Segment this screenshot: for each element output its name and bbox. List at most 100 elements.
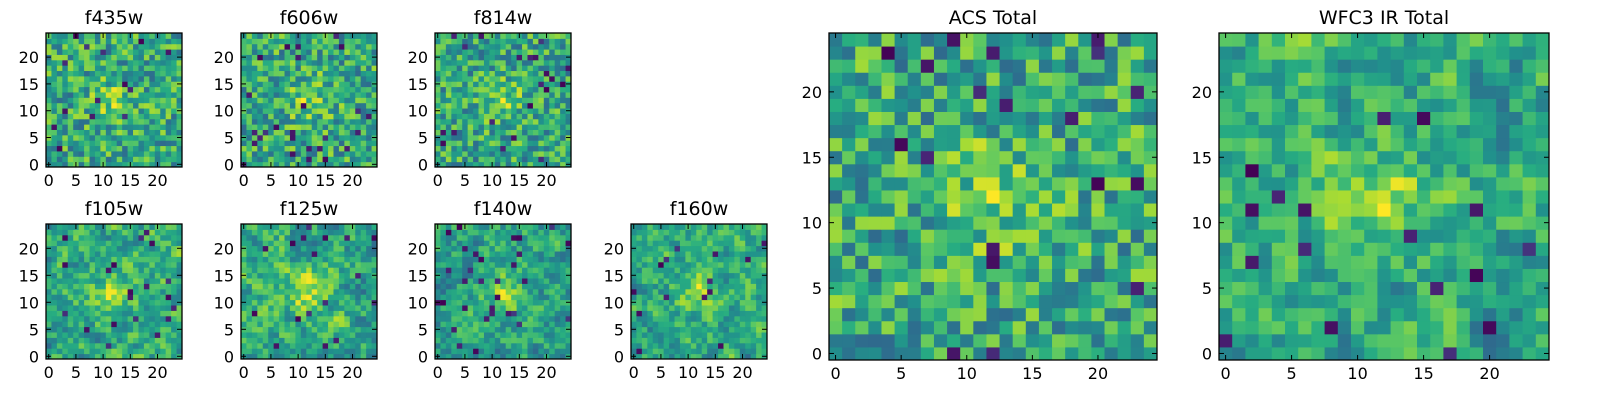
- heatmap-cell: [894, 189, 909, 204]
- heatmap-cell: [679, 337, 686, 344]
- heatmap-cell: [855, 281, 869, 296]
- heatmap-cell: [257, 353, 264, 360]
- heatmap-cell: [338, 150, 345, 157]
- heatmap-cell: [176, 234, 183, 241]
- heatmap-cell: [494, 86, 501, 93]
- heatmap-cell: [560, 299, 567, 306]
- heatmap-cell: [451, 234, 458, 241]
- heatmap-cell: [658, 240, 665, 247]
- heatmap-cell: [538, 97, 545, 104]
- heatmap-cell: [511, 150, 518, 157]
- heatmap-cell: [565, 342, 572, 349]
- heatmap-cell: [105, 256, 112, 263]
- heatmap-cell: [262, 342, 269, 349]
- heatmap-cell: [279, 75, 286, 82]
- heatmap-cell: [440, 288, 447, 295]
- heatmap-cell: [538, 129, 545, 136]
- heatmap-cell: [246, 288, 253, 295]
- heatmap-cell: [483, 321, 490, 328]
- heatmap-cell: [317, 43, 324, 50]
- heatmap-cell: [246, 272, 253, 279]
- heatmap-cell: [116, 49, 123, 55]
- heatmap-cell: [133, 305, 139, 311]
- heatmap-cell: [89, 70, 96, 77]
- heatmap-cell: [78, 33, 85, 39]
- heatmap-cell: [462, 102, 469, 109]
- heatmap-cell: [1065, 333, 1079, 348]
- heatmap-cell: [549, 75, 556, 82]
- heatmap-cell: [445, 150, 452, 157]
- heatmap-cell: [122, 129, 129, 136]
- heatmap-cell: [445, 224, 452, 230]
- heatmap-cell: [549, 97, 556, 104]
- heatmap-cell: [84, 54, 91, 61]
- heatmap-cell: [344, 315, 351, 322]
- x-tick-label: 20: [342, 171, 362, 190]
- heatmap-cell: [289, 245, 296, 252]
- heatmap-cell: [160, 118, 167, 125]
- heatmap-cell: [149, 342, 156, 349]
- heatmap-cell: [707, 321, 714, 328]
- heatmap-cell: [473, 326, 480, 333]
- heatmap-cell: [756, 224, 763, 230]
- heatmap-cell: [94, 229, 101, 236]
- heatmap-cell: [718, 299, 724, 306]
- heatmap-cell: [100, 54, 107, 61]
- heatmap-cell: [311, 342, 318, 349]
- heatmap-cell: [322, 278, 329, 284]
- heatmap-cell: [160, 134, 167, 141]
- heatmap-cell: [273, 150, 280, 157]
- heatmap-cell: [300, 224, 307, 230]
- heatmap-cell: [489, 54, 496, 61]
- heatmap-cell: [445, 97, 452, 104]
- heatmap-cell: [111, 81, 118, 88]
- heatmap-cell: [739, 305, 746, 311]
- heatmap-cell: [560, 224, 567, 230]
- heatmap-cell: [143, 65, 150, 72]
- heatmap-cell: [257, 129, 264, 136]
- heatmap-cell: [371, 118, 378, 125]
- heatmap-cell: [973, 163, 987, 178]
- heatmap-cell: [701, 337, 708, 344]
- heatmap-cell: [100, 283, 107, 290]
- heatmap-cell: [328, 156, 334, 163]
- heatmap-cell: [1091, 189, 1106, 204]
- heatmap-cell: [268, 310, 275, 317]
- heatmap-cell: [84, 97, 91, 104]
- heatmap-cell: [338, 113, 345, 120]
- heatmap-cell: [652, 240, 659, 247]
- heatmap-cell: [284, 108, 291, 114]
- heatmap-cell: [311, 49, 318, 55]
- heatmap-cell: [317, 65, 324, 72]
- heatmap-cell: [246, 113, 253, 120]
- heatmap-cell: [349, 49, 356, 55]
- heatmap-cell: [366, 91, 373, 98]
- heatmap-cell: [360, 145, 367, 152]
- heatmap-cell: [111, 251, 118, 257]
- heatmap-cell: [527, 353, 534, 360]
- heatmap-cell: [322, 337, 329, 344]
- heatmap-cell: [522, 245, 528, 252]
- heatmap-cell: [947, 346, 961, 361]
- heatmap-cell: [100, 91, 107, 98]
- heatmap-cell: [456, 43, 463, 50]
- heatmap-cell: [257, 38, 264, 45]
- heatmap-cell: [133, 59, 139, 66]
- heatmap-cell: [445, 267, 452, 274]
- heatmap-cell: [273, 337, 280, 344]
- heatmap-cell: [360, 278, 367, 284]
- heatmap-cell: [516, 81, 523, 88]
- heatmap-cell: [349, 140, 356, 147]
- heatmap-cell: [138, 134, 145, 141]
- heatmap-cell: [317, 267, 324, 274]
- heatmap-cell: [133, 224, 139, 230]
- heatmap-cell: [51, 91, 58, 98]
- heatmap-cell: [349, 261, 356, 268]
- heatmap-cell: [543, 81, 550, 88]
- heatmap-cell: [317, 234, 324, 241]
- heatmap-cell: [761, 224, 768, 230]
- heatmap-cell: [473, 261, 480, 268]
- heatmap-cell: [105, 251, 112, 257]
- heatmap-cell: [279, 337, 286, 344]
